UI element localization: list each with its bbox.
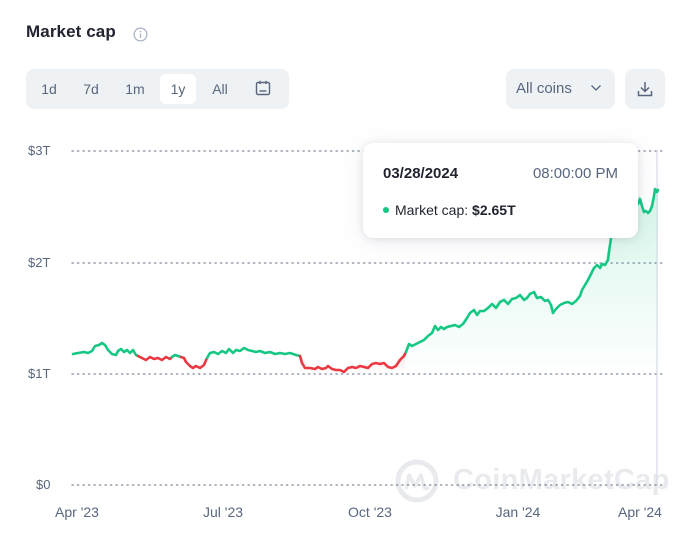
download-button[interactable]	[625, 69, 665, 109]
range-all-button[interactable]: All	[212, 81, 228, 97]
gridlines	[71, 150, 665, 486]
y-tick-2t: $2T	[28, 255, 51, 270]
range-1y-button[interactable]: 1y	[160, 74, 196, 104]
coinmarketcap-watermark: CoinMarketCap	[395, 459, 669, 503]
time-range-selector: 1d 7d 1m 1y All	[26, 69, 289, 109]
coin-filter-label: All coins	[516, 80, 572, 97]
line-segment-up	[636, 187, 660, 215]
x-tick-apr-24: Apr '24	[618, 504, 662, 520]
series-dot-icon	[383, 207, 389, 214]
tooltip-time: 08:00:00 PM	[532, 165, 618, 182]
coin-filter-dropdown[interactable]: All coins	[506, 69, 615, 109]
range-1m-button[interactable]: 1m	[125, 81, 145, 97]
y-tick-0: $0	[36, 477, 51, 492]
page-title: Market cap	[26, 22, 116, 41]
chevron-down-icon	[591, 85, 601, 91]
calendar-icon[interactable]	[255, 80, 271, 96]
line-segment-down	[136, 354, 174, 362]
y-tick-3t: $3T	[28, 143, 51, 158]
tooltip-value: $2.65T	[472, 202, 516, 218]
range-7d-button[interactable]: 7d	[83, 81, 99, 97]
tooltip-date: 03/28/2024	[383, 165, 459, 182]
x-tick-oct-23: Oct '23	[348, 504, 392, 520]
range-1d-button[interactable]: 1d	[41, 81, 57, 97]
line-segment-down	[179, 355, 209, 370]
line-segment-up	[170, 353, 183, 359]
line-segment-up	[404, 208, 616, 354]
tooltip-value-row: Market cap: $2.65T	[383, 202, 516, 218]
x-tick-apr-23: Apr '23	[55, 504, 99, 520]
line-segment-up	[71, 341, 140, 358]
x-tick-jan-24: Jan '24	[495, 504, 541, 520]
area-fill-down	[300, 352, 405, 374]
line-segment-up	[205, 346, 302, 360]
tooltip-label: Market cap:	[395, 202, 469, 218]
download-icon	[637, 82, 653, 97]
x-tick-jul-23: Jul '23	[202, 504, 244, 520]
area-fill-up	[405, 188, 658, 374]
y-tick-1t: $1T	[28, 366, 51, 381]
chart-tooltip: 03/28/2024 08:00:00 PM Market cap: $2.65…	[363, 143, 638, 238]
info-icon[interactable]	[133, 27, 148, 42]
coinmarketcap-logo-icon	[395, 459, 439, 503]
line-segment-down	[298, 350, 408, 374]
